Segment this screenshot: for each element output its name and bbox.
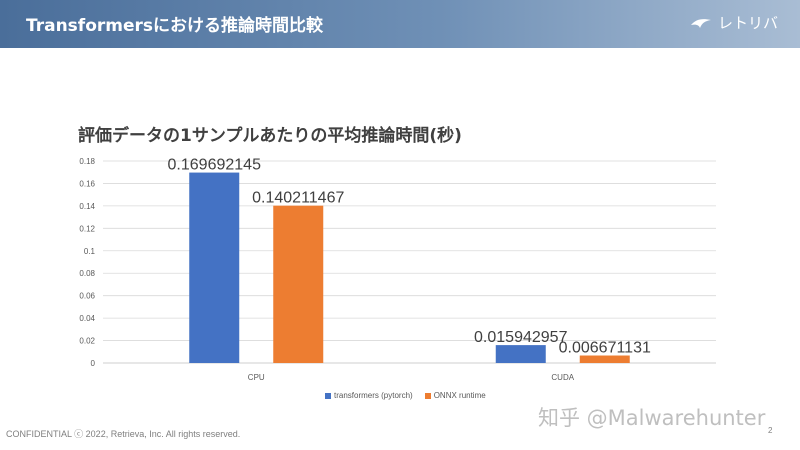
legend-item-pytorch: transformers (pytorch) [325, 391, 413, 400]
legend-item-onnx: ONNX runtime [424, 391, 486, 400]
chart-legend: transformers (pytorch) ONNX runtime [325, 391, 486, 400]
y-tick-label: 0.14 [79, 202, 95, 211]
legend-swatch-pytorch [325, 392, 331, 399]
page-title: Transformersにおける推論時間比較 [26, 16, 324, 36]
bird-logo-icon [690, 18, 711, 28]
y-tick-label: 0.16 [79, 179, 95, 188]
y-tick-label: 0.12 [79, 224, 95, 233]
bar-cuda-0 [495, 345, 546, 363]
y-tick-label: 0.06 [79, 292, 95, 301]
data-label: 0.169692145 [168, 157, 262, 174]
brand-name: レトリバ [717, 14, 778, 32]
y-tick-label: 0 [91, 359, 96, 368]
legend-label-onnx: ONNX runtime [433, 391, 486, 400]
data-label: 0.006671131 [559, 340, 651, 357]
x-tick-label: CUDA [551, 373, 574, 382]
x-tick-label: CPU [248, 373, 265, 382]
legend-label-pytorch: transformers (pytorch) [334, 391, 413, 400]
bar-cpu-0 [189, 172, 240, 363]
data-label: 0.140211467 [252, 190, 344, 207]
bar-cuda-1 [579, 355, 630, 363]
chart-title: 評価データの1サンプルあたりの平均推論時間(秒) [78, 126, 462, 146]
y-tick-label: 0.02 [79, 337, 95, 346]
bar-cpu-1 [273, 205, 324, 363]
y-tick-label: 0.04 [79, 314, 95, 323]
header-bar: Transformersにおける推論時間比較 レトリバ [0, 0, 800, 48]
brand: レトリバ [690, 12, 778, 33]
data-label: 0.015942957 [474, 329, 568, 346]
y-tick-label: 0.18 [79, 157, 95, 166]
footer-copyright: CONFIDENTIAL ⓒ 2022, Retrieva, Inc. All … [6, 429, 241, 439]
legend-swatch-onnx [424, 392, 431, 399]
watermark: 知乎 @Malwarehunter [538, 406, 766, 430]
y-tick-label: 0.08 [79, 269, 95, 278]
y-tick-label: 0.1 [84, 247, 96, 256]
page-number: 2 [768, 426, 773, 435]
